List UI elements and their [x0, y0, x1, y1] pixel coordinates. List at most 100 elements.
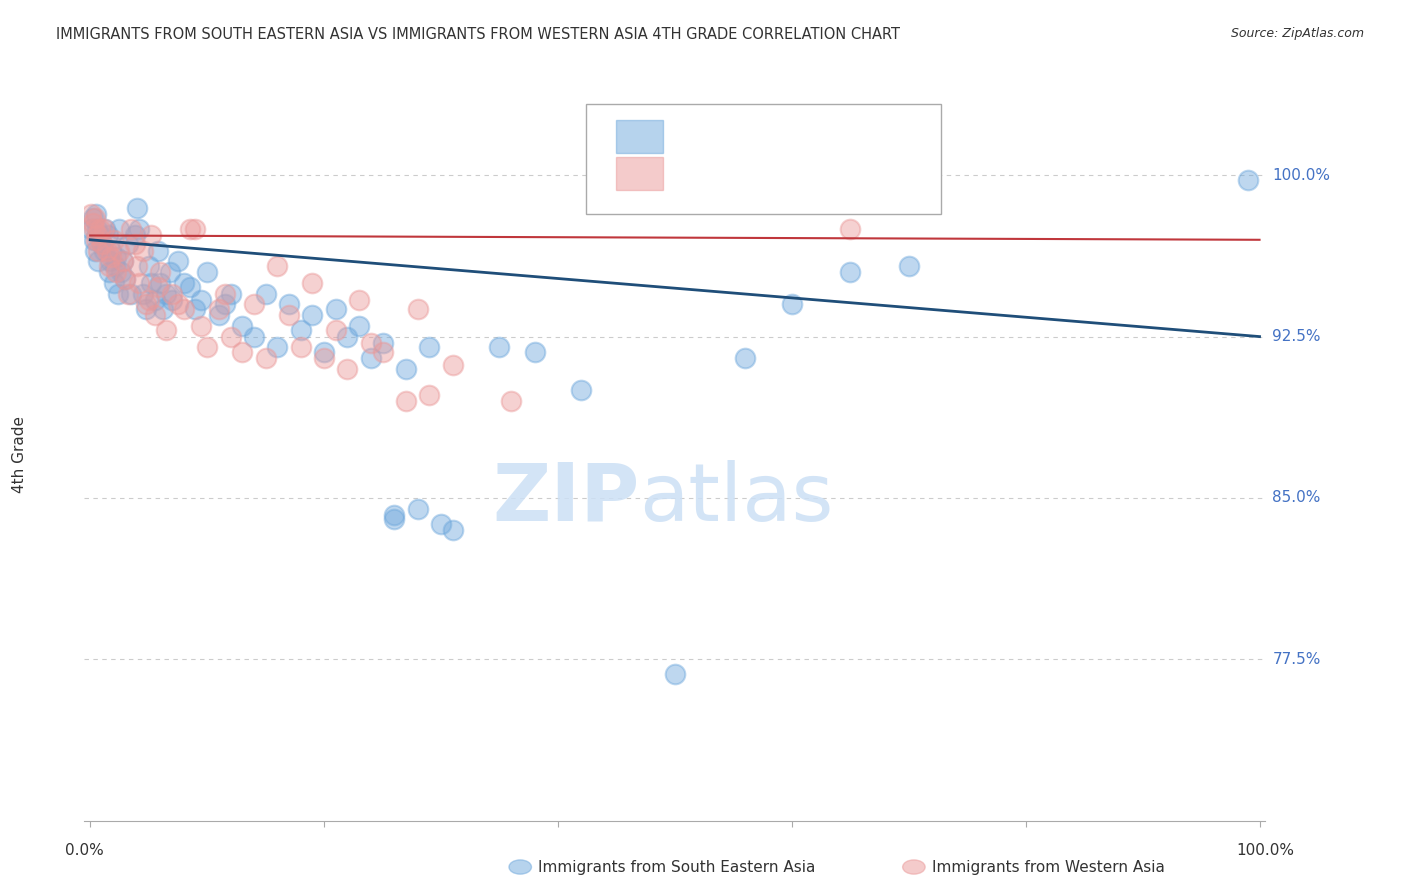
- Point: [125, 259, 148, 273]
- Point: [135, 297, 157, 311]
- Point: [98, 254, 121, 268]
- Point: [100, 250, 122, 264]
- Point: [501, 394, 523, 409]
- Point: [117, 237, 139, 252]
- Point: [86, 222, 108, 236]
- Point: [96, 244, 118, 258]
- Point: [149, 265, 172, 279]
- Point: [325, 301, 347, 316]
- Point: [93, 222, 115, 236]
- Point: [83, 211, 105, 226]
- Point: [184, 222, 207, 236]
- Point: [523, 344, 546, 359]
- Point: [139, 276, 162, 290]
- Point: [135, 301, 157, 316]
- Point: [301, 276, 323, 290]
- Point: [360, 336, 382, 351]
- Point: [125, 201, 148, 215]
- Point: [441, 358, 464, 372]
- Point: [89, 228, 111, 243]
- Point: [124, 228, 146, 243]
- Point: [108, 244, 131, 258]
- Point: [195, 340, 218, 354]
- Point: [173, 301, 195, 316]
- Point: [128, 222, 150, 236]
- Text: 0.0%: 0.0%: [65, 843, 104, 858]
- Point: [152, 301, 174, 316]
- Point: [138, 293, 160, 307]
- FancyBboxPatch shape: [616, 157, 664, 190]
- Point: [143, 308, 166, 322]
- Point: [160, 286, 183, 301]
- Point: [382, 512, 405, 526]
- Text: IMMIGRANTS FROM SOUTH EASTERN ASIA VS IMMIGRANTS FROM WESTERN ASIA 4TH GRADE COR: IMMIGRANTS FROM SOUTH EASTERN ASIA VS IM…: [56, 27, 900, 42]
- Point: [347, 318, 370, 333]
- Point: [488, 340, 510, 354]
- Text: 77.5%: 77.5%: [1272, 652, 1320, 667]
- Point: [87, 254, 110, 268]
- FancyBboxPatch shape: [616, 120, 664, 153]
- Point: [360, 351, 382, 365]
- Text: 100.0%: 100.0%: [1236, 843, 1295, 858]
- Text: 4th Grade: 4th Grade: [11, 417, 27, 493]
- Point: [83, 244, 105, 258]
- Point: [114, 271, 136, 285]
- Point: [86, 228, 108, 243]
- Point: [84, 233, 107, 247]
- Point: [107, 286, 129, 301]
- Point: [336, 329, 359, 343]
- Point: [839, 265, 862, 279]
- Point: [143, 293, 166, 307]
- Text: N = 76: N = 76: [834, 129, 897, 145]
- Point: [146, 244, 169, 258]
- Point: [214, 286, 236, 301]
- Point: [110, 265, 132, 279]
- Point: [219, 329, 242, 343]
- Point: [219, 286, 242, 301]
- Text: 92.5%: 92.5%: [1272, 329, 1320, 344]
- Point: [395, 362, 418, 376]
- Point: [84, 207, 107, 221]
- FancyBboxPatch shape: [586, 103, 941, 213]
- Text: Immigrants from South Eastern Asia: Immigrants from South Eastern Asia: [538, 860, 815, 874]
- Point: [160, 293, 183, 307]
- Point: [569, 384, 592, 398]
- Point: [734, 351, 756, 365]
- Point: [214, 297, 236, 311]
- Point: [395, 394, 418, 409]
- Point: [83, 222, 105, 236]
- Point: [231, 344, 253, 359]
- Point: [80, 222, 103, 236]
- Point: [90, 237, 112, 252]
- Point: [266, 259, 288, 273]
- Point: [231, 318, 253, 333]
- Text: N = 60: N = 60: [834, 166, 897, 181]
- Point: [132, 244, 155, 258]
- Point: [82, 211, 104, 226]
- Point: [138, 259, 160, 273]
- Point: [82, 216, 104, 230]
- Point: [103, 276, 125, 290]
- Point: [406, 501, 429, 516]
- Point: [1237, 172, 1260, 186]
- Point: [243, 297, 266, 311]
- Point: [128, 276, 150, 290]
- Point: [441, 523, 464, 537]
- Point: [97, 259, 120, 273]
- Point: [325, 323, 347, 337]
- Point: [83, 233, 105, 247]
- Point: [780, 297, 803, 311]
- Point: [146, 280, 169, 294]
- Point: [159, 265, 181, 279]
- Point: [418, 387, 440, 401]
- Point: [132, 286, 155, 301]
- Point: [97, 228, 120, 243]
- Text: R =: R =: [681, 166, 718, 181]
- Point: [312, 351, 335, 365]
- Point: [208, 301, 231, 316]
- Point: [179, 280, 201, 294]
- Point: [278, 308, 301, 322]
- Point: [897, 259, 920, 273]
- Point: [190, 318, 212, 333]
- Point: [254, 286, 277, 301]
